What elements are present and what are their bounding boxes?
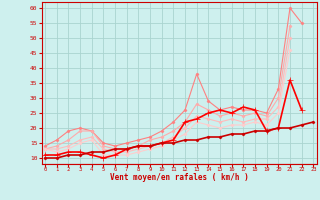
X-axis label: Vent moyen/en rafales ( km/h ): Vent moyen/en rafales ( km/h ) xyxy=(110,173,249,182)
